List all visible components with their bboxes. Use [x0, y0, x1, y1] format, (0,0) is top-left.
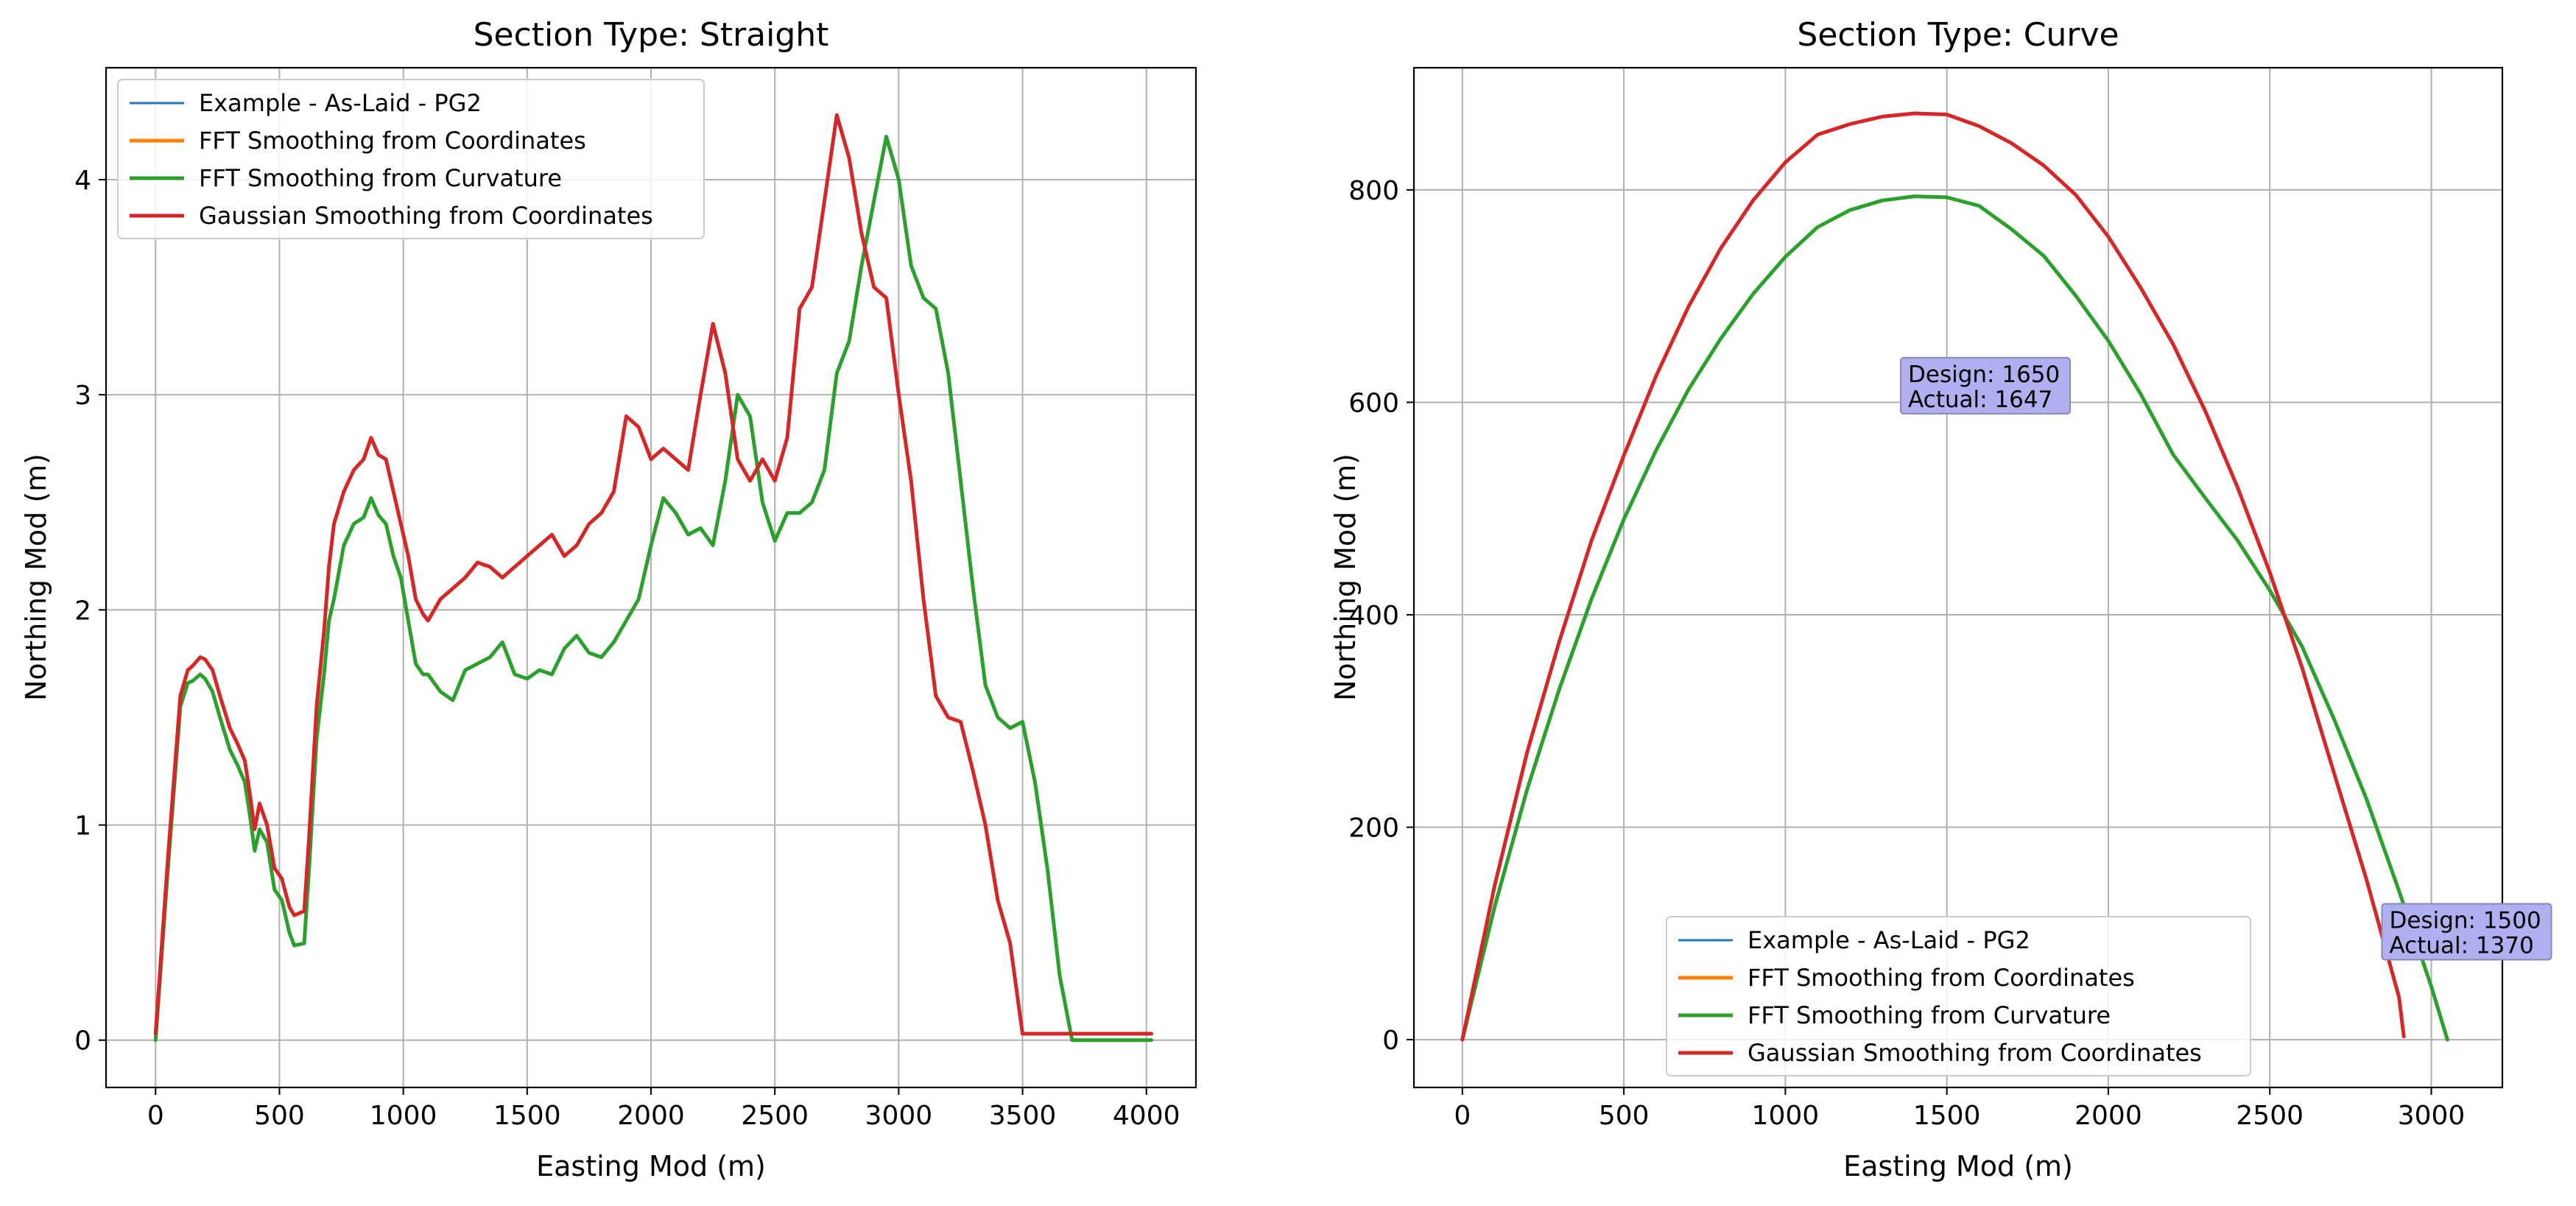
x-tick-label: 1000	[1752, 1101, 1820, 1131]
chart-curve-legend: Example - As-Laid - PG2 FFT Smoothing fro…	[1666, 916, 2251, 1076]
y-tick-label: 1	[74, 811, 91, 842]
chart-curve-ylabel: Northing Mod (m)	[1329, 454, 1362, 701]
y-tick-label: 200	[1348, 814, 1399, 844]
x-tick-label: 3000	[2398, 1101, 2466, 1131]
series-line-0	[153, 135, 1153, 1043]
x-tick-label: 500	[254, 1101, 305, 1131]
x-tick-label: 1500	[1913, 1101, 1981, 1131]
chart-curve-series	[1460, 111, 2449, 1042]
x-tick-label: 1000	[370, 1101, 437, 1131]
legend-frame	[1666, 916, 2251, 1076]
chart-straight-xticks: 0 500 1000 1500 2000 2500 3000 3500 4000	[147, 1087, 1180, 1131]
legend-entry: FFT Smoothing from Coordinates	[1678, 964, 2135, 992]
y-tick-label: 800	[1348, 176, 1399, 206]
legend-label: Gaussian Smoothing from Coordinates	[199, 202, 653, 230]
annotation-background	[1900, 356, 2072, 415]
series-line-0	[1460, 194, 2449, 1042]
chart-curve-plot-frame	[1412, 66, 2504, 1089]
x-tick-label: 0	[1454, 1101, 1471, 1131]
chart-curve: Section Type: Curve 0 500 1000 1500 2000 2500…	[1329, 16, 2552, 1182]
y-tick-label: 600	[1348, 388, 1399, 418]
legend-label: FFT Smoothing from Coordinates	[1748, 964, 2135, 992]
legend-label: Gaussian Smoothing from Coordinates	[1748, 1039, 2202, 1067]
legend-entry: Gaussian Smoothing from Coordinates	[130, 202, 653, 230]
chart-straight: Section Type: Straight 0 500 1000 1500 2000 2…	[20, 16, 1197, 1182]
legend-frame	[117, 79, 705, 239]
y-tick-label: 0	[1382, 1026, 1399, 1056]
legend-label: FFT Smoothing from Curvature	[199, 164, 562, 192]
y-tick-label: 3	[74, 381, 91, 411]
x-tick-label: 500	[1599, 1101, 1650, 1131]
annotation-design-text: Design: 1650	[1908, 362, 2060, 388]
chart-straight-title: Section Type: Straight	[474, 16, 829, 54]
x-tick-label: 2000	[617, 1101, 685, 1131]
annotation-background	[2381, 903, 2552, 961]
legend-entry: FFT Smoothing from Coordinates	[130, 127, 586, 155]
x-tick-label: 1500	[493, 1101, 561, 1131]
chart-straight-yticks: 0 1 2 3 4	[74, 166, 106, 1057]
legend-entry: Example - As-Laid - PG2	[1678, 926, 2030, 954]
legend-entry: FFT Smoothing from Curvature	[130, 164, 562, 192]
x-tick-label: 2500	[2236, 1101, 2304, 1131]
chart-straight-xlabel: Easting Mod (m)	[536, 1150, 766, 1182]
chart-straight-series	[153, 113, 1153, 1043]
y-tick-label: 4	[74, 166, 91, 196]
series-line-1	[1460, 111, 2406, 1042]
chart-curve-yticks: 0 200 400 600 800	[1348, 176, 1414, 1056]
series-line-1	[153, 113, 1153, 1036]
legend-entry: Example - As-Laid - PG2	[130, 89, 482, 117]
annotation-actual-text: Actual: 1647	[1908, 387, 2052, 413]
y-tick-label: 0	[74, 1026, 91, 1057]
x-tick-label: 2500	[741, 1101, 809, 1131]
x-tick-label: 0	[147, 1101, 164, 1131]
annotation-design-text: Design: 1500	[2389, 907, 2541, 934]
legend-label: FFT Smoothing from Coordinates	[199, 127, 586, 155]
x-tick-label: 4000	[1113, 1101, 1180, 1131]
x-tick-label: 3500	[989, 1101, 1057, 1131]
legend-label: Example - As-Laid - PG2	[1748, 926, 2030, 954]
chart-curve-xlabel: Easting Mod (m)	[1843, 1150, 2073, 1182]
chart-curve-xticks: 0 500 1000 1500 2000 2500 3000	[1454, 1087, 2465, 1131]
x-tick-label: 2000	[2074, 1101, 2142, 1131]
legend-label: FFT Smoothing from Curvature	[1748, 1001, 2111, 1029]
y-tick-label: 400	[1348, 601, 1399, 631]
legend-entry: Gaussian Smoothing from Coordinates	[1678, 1039, 2202, 1067]
legend-entry: FFT Smoothing from Curvature	[1678, 1001, 2111, 1029]
chart-curve-title: Section Type: Curve	[1797, 16, 2119, 54]
chart-straight-ylabel: Northing Mod (m)	[20, 454, 52, 701]
x-tick-label: 3000	[865, 1101, 933, 1131]
legend-label: Example - As-Laid - PG2	[199, 89, 482, 117]
y-tick-label: 2	[74, 596, 91, 626]
annotation-actual-text: Actual: 1370	[2389, 932, 2533, 959]
chart-straight-legend: Example - As-Laid - PG2 FFT Smoothing fro…	[117, 79, 705, 239]
